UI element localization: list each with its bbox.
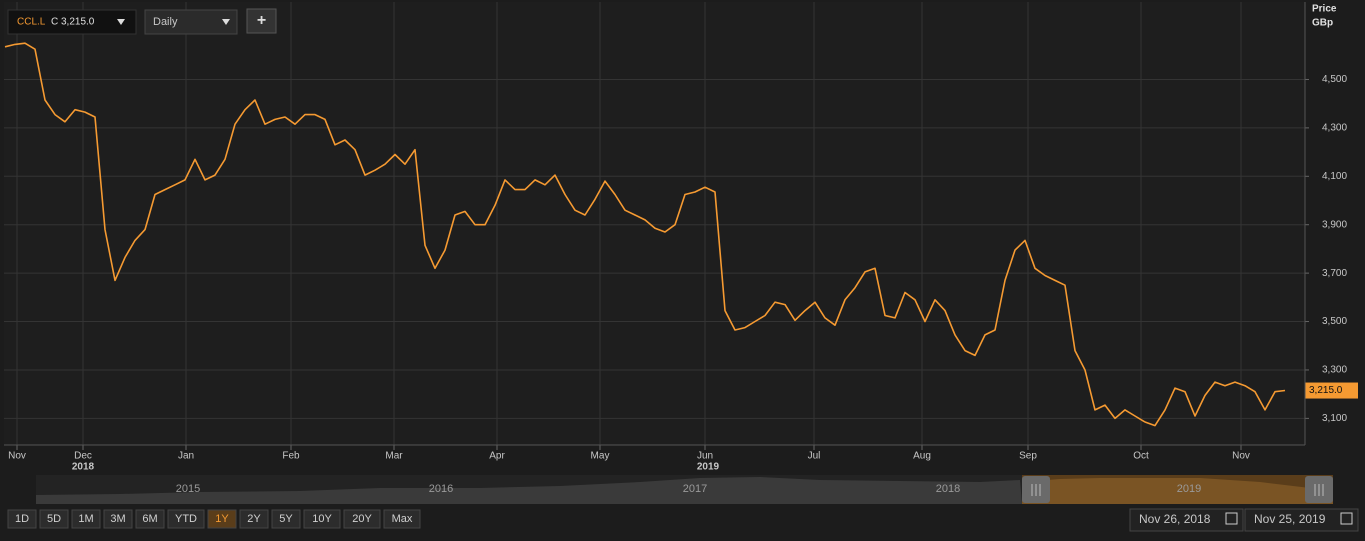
close-label: C 3,215.0 [51,17,95,28]
range-button-label: YTD [175,513,197,525]
handle-grip [1031,484,1324,496]
last-value-box [1305,382,1358,399]
interval-box[interactable] [144,9,238,35]
x-tick-label: Nov [1232,451,1250,462]
navigator-year: 2019 [1177,483,1201,495]
range-button-label: 1D [15,513,29,525]
navigator-selection-area [1022,478,1333,504]
calendar-icon [1225,512,1238,525]
y-tick-label: 3,300 [1322,365,1347,376]
y-tick-label: 4,300 [1322,123,1347,134]
axis-title: Price [1312,4,1337,15]
date-from: Nov 26, 2018 [1139,512,1211,526]
y-tick-label: 4,500 [1322,74,1347,85]
dropdown-arrow [117,19,125,25]
x-tick-label: Jun [697,451,713,462]
symbol-box[interactable] [7,9,137,35]
calendar-icon [1340,512,1353,525]
range-button[interactable] [303,509,341,529]
range-button[interactable] [207,509,237,529]
x-tick-label: Jan [178,451,194,462]
x-tick-label: May [591,451,610,462]
last-value-label: 3,215.0 [1309,385,1343,396]
dropdown-arrow [222,19,230,25]
x-tick-label: Aug [913,451,931,462]
range-button[interactable] [7,509,37,529]
y-tick-label: 3,500 [1322,316,1347,327]
range-button[interactable] [383,509,421,529]
x-tick-label: Sep [1019,451,1037,462]
range-button[interactable] [271,509,301,529]
range-button-label: 3M [110,513,125,525]
range-button-label: 10Y [312,513,332,525]
range-button-label: 5D [47,513,61,525]
range-button[interactable] [135,509,165,529]
add-button[interactable] [246,8,277,34]
date-to-box[interactable] [1244,508,1359,532]
grid: 3,100 3,300 3,500 3,700 3,900 4,100 4,300 4,500… [4,2,1347,473]
range-button-label: 1M [78,513,93,525]
x-tick-label: Dec [74,451,92,462]
x-tick-label: Feb [282,451,300,462]
x-tick-label: Jul [808,451,821,462]
y-tick-label: 3,100 [1322,413,1347,424]
date-from-box[interactable] [1129,508,1244,532]
range-button[interactable] [343,509,381,529]
axis-unit: GBp [1312,18,1333,29]
range-button-label: Max [392,513,413,525]
range-button-label: 2Y [247,513,261,525]
range-button[interactable] [39,509,69,529]
range-button[interactable] [103,509,133,529]
x-tick-label: Mar [385,451,403,462]
price-line [4,42,1286,427]
x-year-label: 2019 [697,462,720,473]
navigator-year: 2018 [936,483,960,495]
range-buttons: 1D 5D 1M 3M 6M YTD 1Y 2Y 5Y 10Y 20Y Max [7,509,421,529]
x-tick-label: Nov [8,451,26,462]
lines: 3,215.0 [4,42,1358,427]
navigator-year: 2017 [683,483,707,495]
range-button[interactable] [71,509,101,529]
y-tick-label: 3,700 [1322,268,1347,279]
range-button[interactable] [239,509,269,529]
y-tick-label: 4,100 [1322,171,1347,182]
add-label: + [257,12,266,29]
x-tick-label: Apr [489,451,505,462]
range-button[interactable] [167,509,205,529]
symbol: CCL.L [17,17,46,28]
range-button-label: 20Y [352,513,372,525]
navigator-years: 2015 2016 2017 2018 2019 [176,483,1201,495]
interval: Daily [153,16,178,28]
range-button-label: 6M [142,513,157,525]
navigator-year: 2016 [429,483,453,495]
navigator-year: 2015 [176,483,200,495]
x-year-label: 2018 [72,462,95,473]
y-tick-label: 3,900 [1322,219,1347,230]
range-button-label: 5Y [279,513,293,525]
date-to: Nov 25, 2019 [1254,512,1326,526]
x-tick-label: Oct [1133,451,1149,462]
range-button-label: 1Y [215,513,229,525]
plot-area [4,2,1305,445]
navigator-area [36,477,1022,504]
